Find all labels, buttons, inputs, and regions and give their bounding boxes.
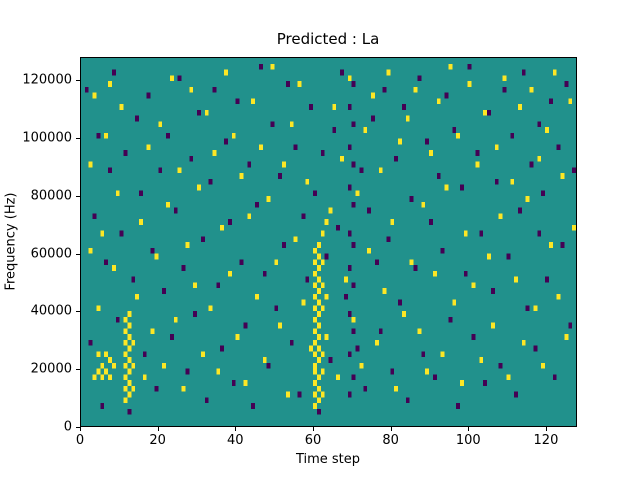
x-tick-mark (235, 427, 237, 431)
x-tick-mark (545, 427, 547, 431)
x-tick-label: 80 (382, 433, 399, 448)
x-tick-label: 20 (149, 433, 166, 448)
y-tick-mark (76, 137, 80, 139)
chart-title: Predicted : La (276, 30, 380, 48)
y-tick-label: 120000 (22, 72, 72, 88)
x-tick-label: 100 (455, 433, 481, 448)
heatmap-plot-area (80, 57, 577, 427)
y-tick-label: 60000 (30, 246, 72, 262)
x-axis-label: Time step (295, 452, 361, 467)
y-tick-label: 40000 (30, 303, 72, 319)
y-tick-mark (76, 311, 80, 313)
x-tick-mark (468, 427, 470, 431)
x-tick-mark (157, 427, 159, 431)
y-tick-label: 20000 (30, 361, 72, 377)
y-tick-label: 0 (63, 419, 72, 435)
y-tick-mark (76, 369, 80, 371)
y-tick-mark (76, 427, 80, 428)
y-tick-label: 80000 (30, 188, 72, 204)
x-tick-mark (80, 427, 81, 431)
x-tick-mark (390, 427, 392, 431)
x-tick-label: 60 (304, 433, 322, 448)
x-tick-label: 40 (227, 433, 244, 448)
heatmap-canvas (81, 58, 576, 426)
y-tick-mark (76, 253, 80, 255)
y-tick-label: 100000 (22, 130, 72, 146)
y-tick-mark (76, 195, 80, 197)
x-tick-mark (312, 427, 314, 431)
y-tick-mark (76, 80, 80, 82)
x-tick-label: 0 (75, 433, 85, 448)
y-axis-label: Frequency (Hz) (3, 192, 19, 291)
x-tick-label: 120 (533, 433, 559, 448)
